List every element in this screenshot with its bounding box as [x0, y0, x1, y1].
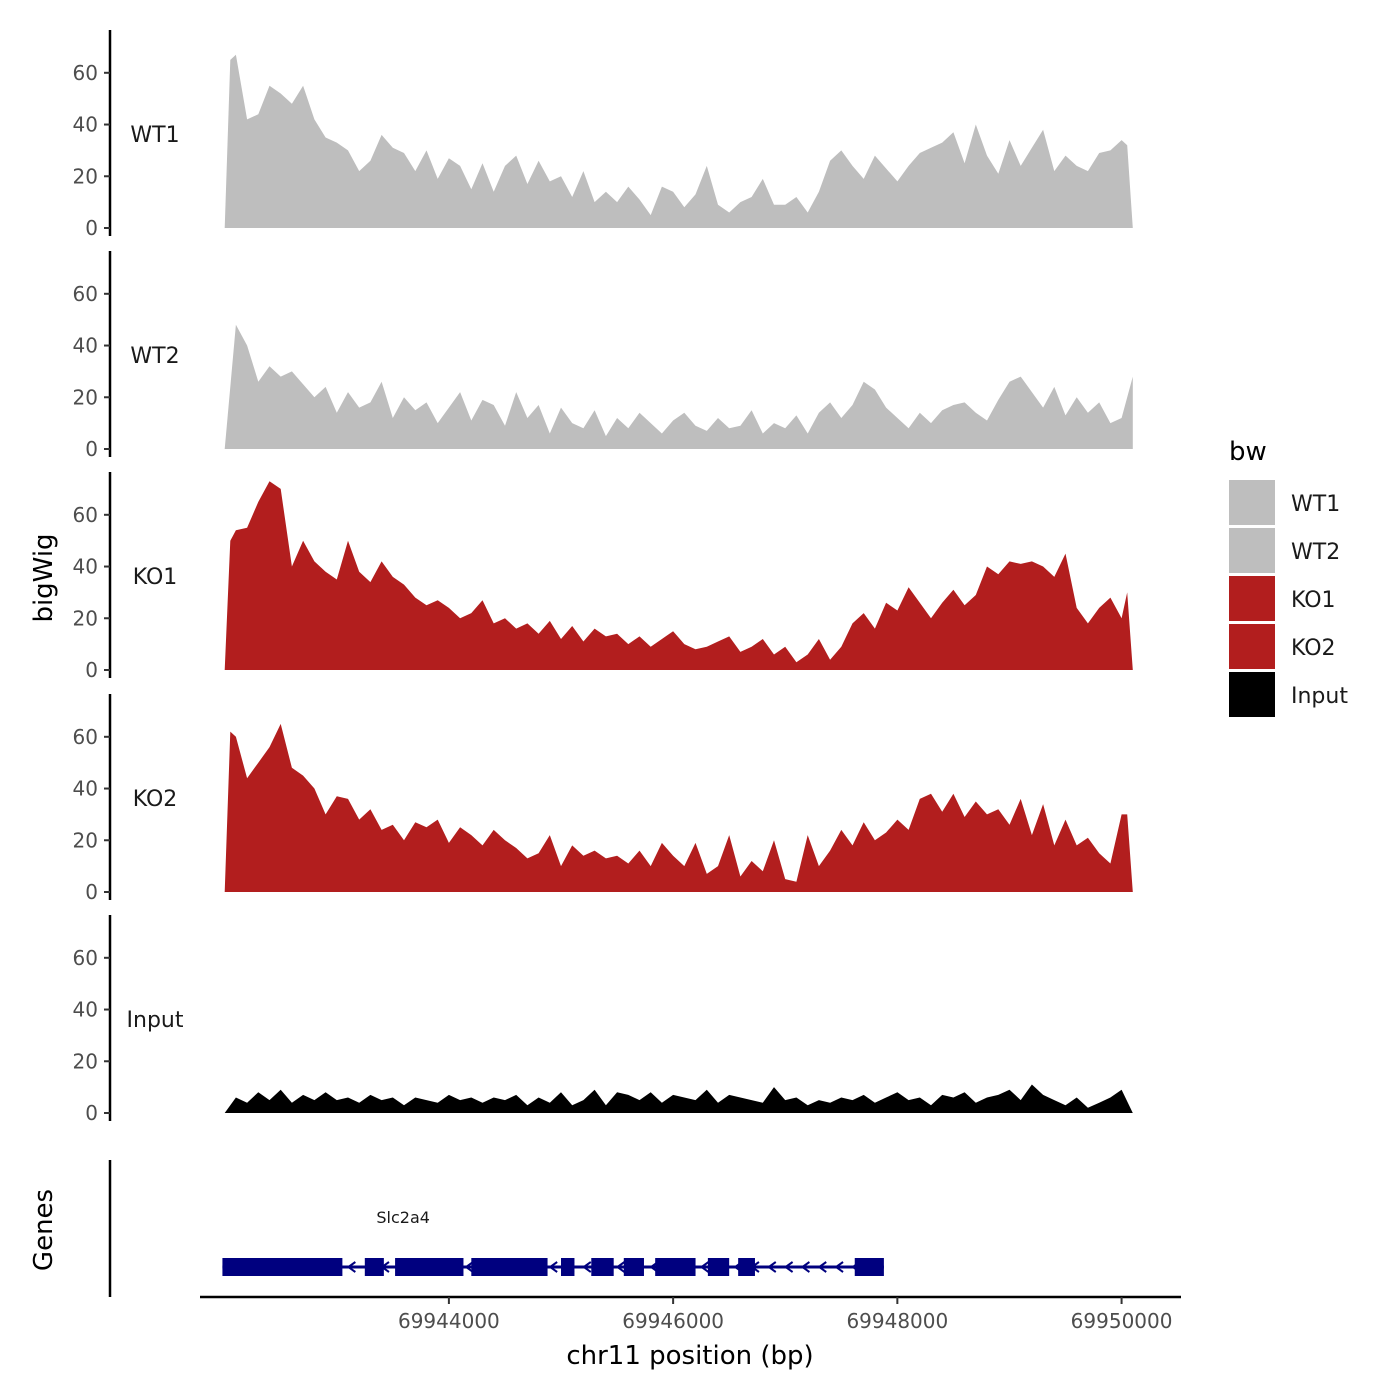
legend-item-wt1: WT1	[1229, 480, 1340, 525]
track-label: KO2	[133, 787, 178, 812]
legend-swatch	[1229, 528, 1275, 573]
exon	[364, 1258, 384, 1276]
legend-item-ko1: KO1	[1229, 576, 1336, 621]
strand-arrow	[800, 1261, 810, 1273]
exon	[591, 1258, 614, 1276]
track-label: KO1	[133, 565, 178, 590]
legend-label: WT1	[1291, 492, 1340, 517]
x-axis: 69944000 69946000 69948000 69950000	[200, 1295, 1181, 1333]
area-ko2	[224, 723, 1133, 892]
y-tick-label: 40	[73, 113, 98, 137]
y-tick-label: 0	[85, 216, 98, 240]
legend-label: Input	[1291, 684, 1348, 709]
x-tick-label: 69944000	[398, 1309, 500, 1333]
strand-arrow	[817, 1261, 827, 1273]
legend: bw WT1 WT2 KO1 KO2 Input	[1229, 437, 1348, 717]
track-input: 0 20 40 60 Input	[73, 915, 1133, 1125]
y-tick-label: 20	[73, 164, 98, 188]
legend-item-input: Input	[1229, 672, 1348, 717]
gene-track: Slc2a4	[108, 1160, 884, 1297]
strand-arrow	[464, 1261, 474, 1273]
y-tick-label: 60	[73, 503, 98, 527]
y-tick-label: 0	[85, 880, 98, 904]
legend-label: WT2	[1291, 540, 1340, 565]
legend-swatch	[1229, 624, 1275, 669]
legend-swatch	[1229, 480, 1275, 525]
track-ko2: 0 20 40 60 KO2	[73, 694, 1133, 904]
exon	[623, 1258, 644, 1276]
y-tick-label: 20	[73, 385, 98, 409]
exon	[471, 1258, 548, 1276]
genes-axis-title: Genes	[29, 1189, 59, 1271]
area-wt2	[224, 324, 1133, 449]
strand-arrow	[615, 1261, 626, 1273]
legend-label: KO1	[1291, 588, 1336, 613]
y-tick-label: 40	[73, 334, 98, 358]
track-label: WT2	[130, 344, 179, 369]
y-tick-label: 40	[73, 555, 98, 579]
x-tick-label: 69948000	[846, 1309, 948, 1333]
legend-label: KO2	[1291, 636, 1336, 661]
y-tick-label: 40	[73, 998, 98, 1022]
y-axis-title: bigWig	[29, 533, 59, 622]
signal-tracks: 0 20 40 60 WT1 0 20 40 60 WT2 0 20 40 60 KO1 0 20 40 60 KO2…	[73, 30, 1133, 1125]
y-tick-label: 20	[73, 828, 98, 852]
x-tick-label: 69950000	[1071, 1309, 1173, 1333]
strand-arrow	[699, 1261, 710, 1273]
x-tick-label: 69946000	[622, 1309, 724, 1333]
y-tick-label: 60	[73, 946, 98, 970]
y-tick-label: 40	[73, 777, 98, 801]
strand-arrow	[582, 1261, 592, 1273]
area-ko1	[224, 481, 1133, 670]
y-tick-label: 0	[85, 437, 98, 461]
strand-arrow	[346, 1261, 356, 1273]
track-label: Input	[127, 1008, 184, 1033]
legend-item-ko2: KO2	[1229, 624, 1336, 669]
track-wt2: 0 20 40 60 WT2	[73, 251, 1133, 461]
strand-arrow	[767, 1261, 777, 1273]
exon	[738, 1258, 755, 1276]
exon	[707, 1258, 730, 1276]
exon	[395, 1258, 464, 1276]
y-tick-label: 0	[85, 658, 98, 682]
y-tick-label: 20	[73, 1049, 98, 1073]
x-axis-title: chr11 position (bp)	[566, 1341, 813, 1371]
track-ko1: 0 20 40 60 KO1	[73, 472, 1133, 682]
gene-slc2a4: Slc2a4	[222, 1208, 884, 1276]
y-tick-label: 60	[73, 61, 98, 85]
track-label: WT1	[130, 123, 179, 148]
exon	[655, 1258, 696, 1276]
exon	[222, 1258, 343, 1276]
y-tick-label: 60	[73, 282, 98, 306]
y-tick-label: 0	[85, 1101, 98, 1125]
strand-arrow	[834, 1261, 844, 1273]
track-wt1: 0 20 40 60 WT1	[73, 30, 1133, 240]
exon	[561, 1258, 575, 1276]
legend-title: bw	[1229, 437, 1267, 467]
gene-label: Slc2a4	[376, 1208, 430, 1227]
area-input	[224, 1084, 1133, 1113]
exon	[854, 1258, 884, 1276]
legend-swatch	[1229, 672, 1275, 717]
strand-arrow	[783, 1261, 794, 1273]
y-tick-label: 60	[73, 725, 98, 749]
strand-arrow	[548, 1261, 558, 1273]
legend-swatch	[1229, 576, 1275, 621]
y-tick-label: 20	[73, 606, 98, 630]
legend-item-wt2: WT2	[1229, 528, 1340, 573]
area-wt1	[224, 54, 1133, 229]
